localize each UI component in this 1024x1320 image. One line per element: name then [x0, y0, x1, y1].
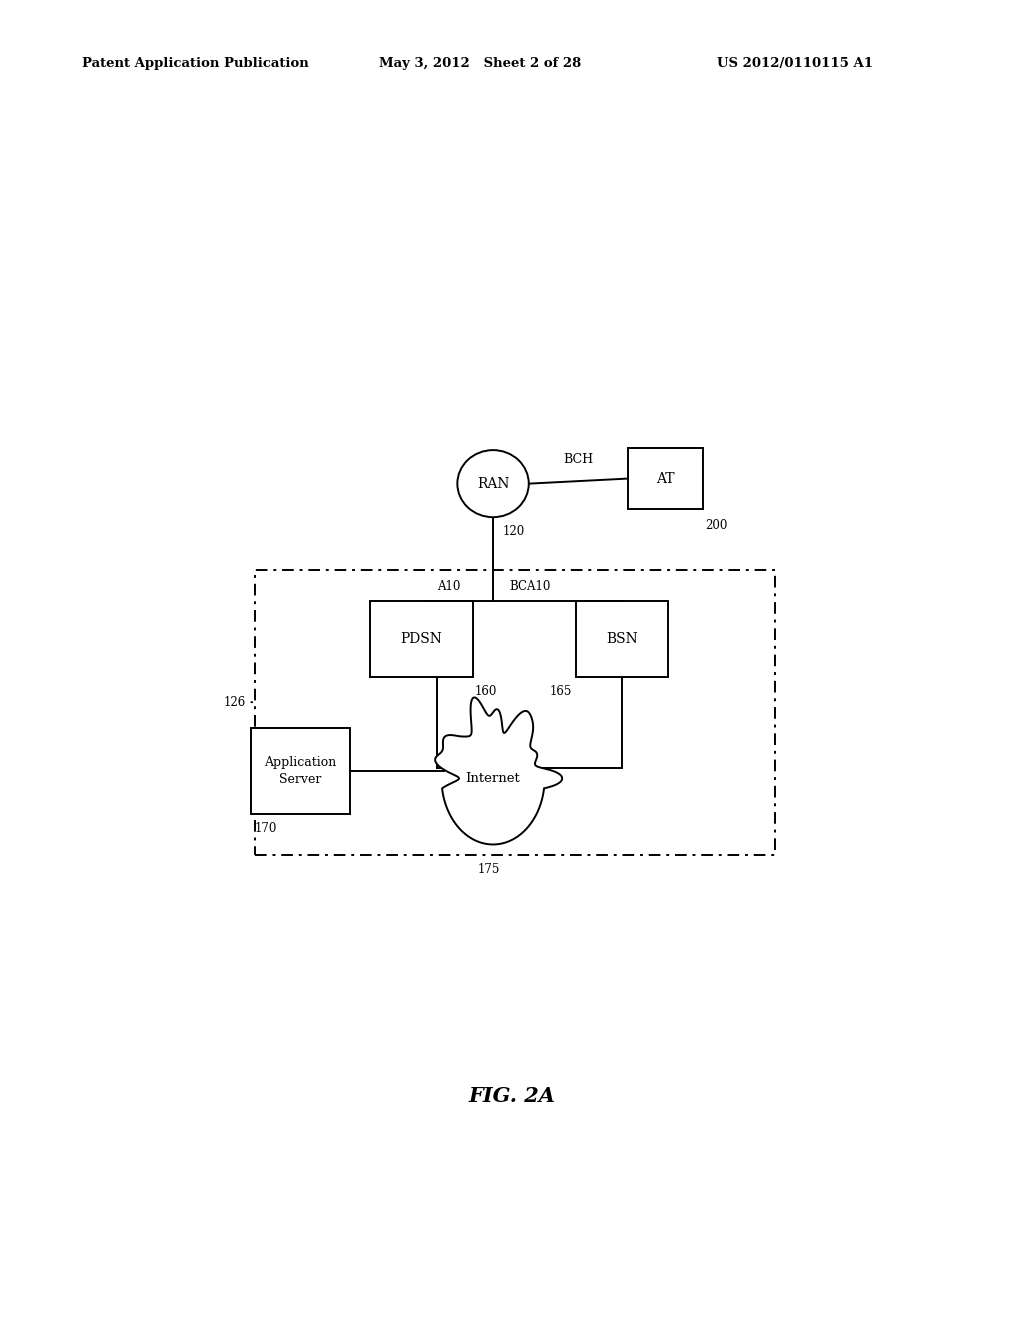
Bar — [255, 570, 775, 854]
Ellipse shape — [458, 450, 528, 517]
Text: PDSN: PDSN — [400, 632, 442, 645]
Polygon shape — [435, 697, 562, 845]
Text: 126: 126 — [223, 696, 246, 709]
Text: BSN: BSN — [606, 632, 638, 645]
Text: AT: AT — [656, 471, 675, 486]
Text: 165: 165 — [550, 685, 572, 698]
Text: 170: 170 — [255, 822, 278, 836]
Text: BCA10: BCA10 — [509, 581, 550, 594]
Text: May 3, 2012   Sheet 2 of 28: May 3, 2012 Sheet 2 of 28 — [379, 57, 582, 70]
Text: A10: A10 — [437, 581, 461, 594]
Text: RAN: RAN — [477, 477, 509, 491]
Text: Patent Application Publication: Patent Application Publication — [82, 57, 308, 70]
Text: US 2012/0110115 A1: US 2012/0110115 A1 — [717, 57, 872, 70]
Text: Internet: Internet — [466, 772, 520, 785]
FancyBboxPatch shape — [251, 727, 350, 814]
Text: BCH: BCH — [563, 453, 594, 466]
Text: 120: 120 — [503, 525, 525, 539]
Text: FIG. 2A: FIG. 2A — [469, 1085, 555, 1106]
Text: 160: 160 — [475, 685, 498, 698]
FancyBboxPatch shape — [577, 601, 668, 677]
Text: Application
Server: Application Server — [264, 756, 337, 785]
FancyBboxPatch shape — [628, 447, 703, 510]
FancyBboxPatch shape — [370, 601, 473, 677]
Text: 175: 175 — [477, 863, 500, 875]
Text: 200: 200 — [705, 519, 727, 532]
